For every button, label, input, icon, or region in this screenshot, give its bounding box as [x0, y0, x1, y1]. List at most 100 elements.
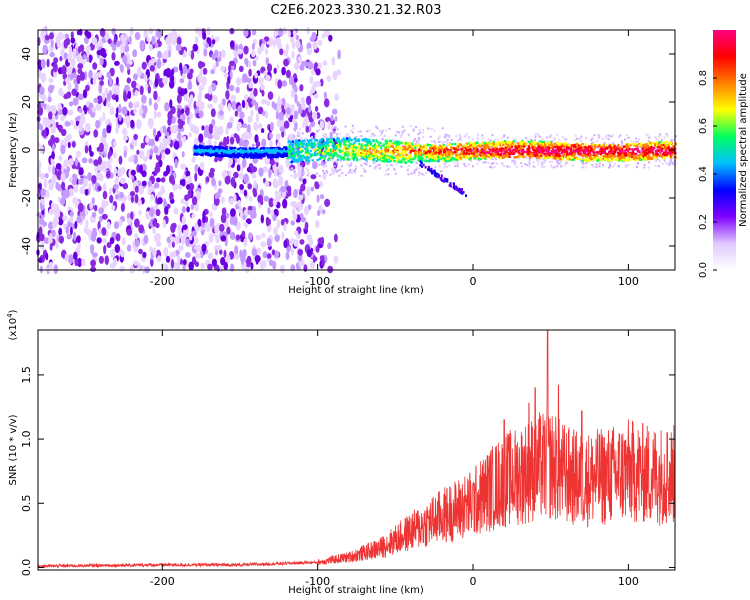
spectrogram-cell	[207, 139, 213, 146]
spectrogram-cell	[365, 164, 368, 166]
spectrogram-cell	[93, 129, 99, 138]
spectrogram-cell	[476, 148, 479, 151]
spectrogram-cell	[166, 236, 171, 243]
spectrogram-cell	[164, 206, 169, 215]
spectrogram-cell	[181, 151, 185, 158]
spectrogram-cell	[53, 62, 58, 73]
spectrogram-cell	[213, 132, 219, 140]
spectrogram-cell	[658, 135, 661, 138]
spectrogram-cell	[316, 129, 319, 132]
spectrogram-cell	[350, 162, 353, 164]
spectrogram-cell	[433, 129, 436, 132]
spectrogram-cell	[500, 146, 503, 149]
spectrogram-cell	[108, 76, 113, 87]
spectrogram-cell	[188, 261, 194, 271]
spectrogram-cell	[380, 129, 383, 132]
spectrogram-cell	[63, 52, 68, 60]
spectrogram-cell	[642, 155, 645, 158]
spectrogram-cell	[561, 154, 564, 157]
spectrogram-cell	[375, 125, 378, 128]
spectrogram-cell	[455, 135, 458, 138]
spectrogram-cell	[519, 141, 522, 144]
spectrogram-cell	[120, 64, 124, 73]
spectrogram-cell	[506, 140, 509, 143]
spectrogram-cell	[421, 128, 424, 131]
spectrogram-cell	[91, 106, 97, 113]
spectrogram-cell	[574, 134, 577, 137]
spectrogram-cell	[579, 159, 582, 162]
spectrogram-cell	[260, 83, 265, 91]
spectrogram-cell	[147, 180, 152, 188]
spectrogram-cell	[592, 165, 595, 168]
spectrogram-cell	[149, 207, 155, 217]
spectrogram-cell	[561, 136, 564, 139]
spectrogram-cell	[139, 85, 144, 96]
spectrogram-cell	[157, 50, 162, 59]
spectrogram-cell	[55, 181, 60, 190]
spectrogram-cell	[317, 39, 323, 46]
spectrogram-cell	[229, 116, 235, 125]
spectrogram-cell	[180, 235, 186, 245]
spectrogram-cell	[369, 150, 372, 153]
spectrogram-cell	[171, 241, 175, 248]
spectrogram-cell	[229, 231, 236, 241]
spectrogram-cell	[127, 90, 132, 100]
spectrogram-cell	[383, 134, 386, 137]
spectrogram-cell	[99, 28, 106, 37]
spectrogram-cell	[306, 47, 312, 56]
spectrogram-cell	[591, 141, 594, 144]
spectrogram-cell	[273, 67, 277, 74]
spectrogram-cell	[189, 94, 194, 101]
spectrogram-cell	[307, 159, 310, 163]
spectrogram-cell	[611, 135, 614, 138]
spectrogram-cell	[229, 136, 235, 145]
spectrogram-cell	[355, 146, 358, 149]
spectrogram-cell	[322, 60, 328, 66]
spectrogram-cell	[94, 165, 99, 173]
spectrogram-cell	[139, 164, 143, 175]
spectrogram-cell	[589, 150, 592, 153]
spectrogram-cell	[82, 89, 88, 99]
spectrogram-cell	[515, 140, 517, 142]
spectrogram-cell	[253, 87, 258, 97]
spectrogram-cell	[468, 142, 471, 145]
spectrogram-cell	[131, 154, 135, 163]
spectrogram-cell	[220, 235, 227, 242]
spectrogram-cell	[543, 140, 546, 143]
spectrogram-cell	[103, 141, 109, 151]
spectrogram-cell	[291, 167, 294, 170]
spectrogram-cell	[528, 165, 531, 168]
spectrogram-cell	[248, 82, 254, 89]
spectrogram-cell	[315, 245, 320, 253]
spectrogram-cell	[68, 158, 74, 166]
spectrogram-cell	[180, 163, 187, 170]
spectrogram-cell	[661, 141, 664, 145]
spectrogram-cell	[58, 235, 64, 244]
spectrogram-cell	[601, 148, 604, 151]
spectrogram-cell	[248, 60, 252, 69]
spectrogram-cell	[396, 145, 399, 149]
spectrogram-cell	[408, 152, 411, 154]
spectrogram-cell	[269, 140, 273, 149]
spectrogram-cell	[101, 92, 106, 101]
spectrogram-cell	[162, 75, 169, 85]
spectrogram-cell	[63, 189, 70, 199]
spectrogram-cell	[177, 108, 181, 119]
spectrogram-cell	[665, 152, 668, 155]
spectrogram-cell	[55, 242, 59, 249]
spectrogram-cell	[396, 157, 400, 160]
spectrogram-cell	[338, 142, 341, 145]
spectrogram-cell	[300, 183, 306, 192]
spectrogram-cell	[551, 151, 554, 154]
spectrogram-cell	[510, 145, 514, 148]
spectrogram-cell	[132, 49, 138, 58]
spectrogram-cell	[49, 32, 54, 40]
spectrogram-cell	[129, 191, 136, 197]
spectrogram-cell	[591, 137, 594, 140]
spectrogram-cell	[418, 138, 421, 141]
spectrogram-cell	[217, 151, 221, 154]
spectrogram-cell	[126, 77, 131, 84]
spectrogram-cell	[62, 215, 68, 222]
spectrogram-cell	[64, 253, 69, 262]
spectrogram-cell	[648, 136, 651, 139]
